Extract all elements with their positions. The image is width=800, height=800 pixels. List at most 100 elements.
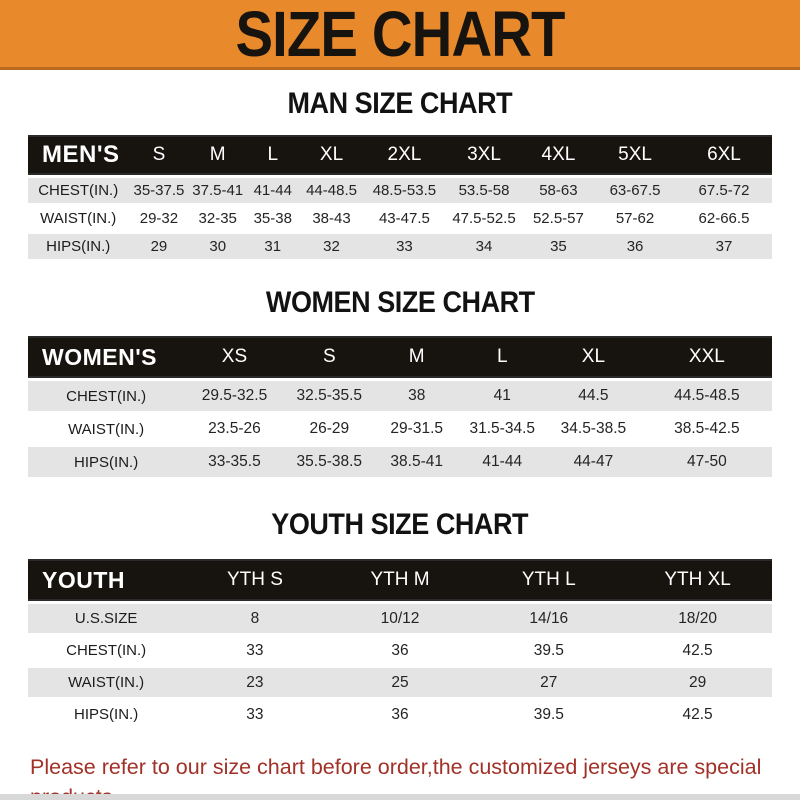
- data-cell: 38.5-42.5: [641, 414, 772, 444]
- data-cell: 14/16: [474, 604, 624, 633]
- womens-section-heading: WOMEN SIZE CHART: [0, 262, 800, 333]
- data-cell: 33: [184, 700, 326, 729]
- mens-group-label: MEN'S: [28, 135, 129, 175]
- data-cell: 41-44: [459, 447, 546, 477]
- mens-size-section: MAN SIZE CHART MEN'S S M L XL 2XL 3XL 4XL 5XL 6XL…: [0, 70, 800, 262]
- data-cell: 57-62: [594, 206, 676, 231]
- data-cell: 58-63: [522, 178, 595, 203]
- row-label: HIPS(IN.): [28, 447, 185, 477]
- table-header-row: YOUTH YTH S YTH M YTH L YTH XL: [28, 559, 772, 601]
- data-cell: 33: [363, 234, 446, 259]
- data-cell: 30: [189, 234, 246, 259]
- mens-section-heading: MAN SIZE CHART: [0, 70, 800, 132]
- mens-section-heading-text: MAN SIZE CHART: [287, 87, 513, 120]
- data-cell: 26-29: [284, 414, 374, 444]
- data-cell: 47-50: [641, 447, 772, 477]
- column-header: 4XL: [522, 135, 595, 175]
- womens-size-table: WOMEN'S XS S M L XL XXL CHEST(IN.) 29.5-32.5 32.5…: [28, 333, 772, 480]
- data-cell: 35: [522, 234, 595, 259]
- column-header: 2XL: [363, 135, 446, 175]
- data-cell: 44-48.5: [299, 178, 364, 203]
- column-header: 3XL: [445, 135, 523, 175]
- data-cell: 34.5-38.5: [545, 414, 642, 444]
- data-cell: 35-38: [245, 206, 300, 231]
- column-header: XXL: [641, 336, 772, 378]
- column-header: 5XL: [594, 135, 676, 175]
- table-row: CHEST(IN.) 35-37.5 37.5-41 41-44 44-48.5 48.5…: [28, 178, 772, 203]
- data-cell: 32.5-35.5: [284, 381, 374, 411]
- data-cell: 41-44: [245, 178, 300, 203]
- column-header: YTH XL: [623, 559, 772, 601]
- table-row: WAIST(IN.) 23 25 27 29: [28, 668, 772, 697]
- data-cell: 31.5-34.5: [459, 414, 546, 444]
- column-header: M: [373, 336, 460, 378]
- banner-title: SIZE CHART: [235, 0, 565, 70]
- data-cell: 48.5-53.5: [363, 178, 446, 203]
- row-label: WAIST(IN.): [28, 206, 129, 231]
- data-cell: 33-35.5: [184, 447, 285, 477]
- column-header: YTH S: [184, 559, 326, 601]
- data-cell: 67.5-72: [675, 178, 772, 203]
- data-cell: 53.5-58: [445, 178, 523, 203]
- data-cell: 23.5-26: [184, 414, 285, 444]
- table-row: CHEST(IN.) 29.5-32.5 32.5-35.5 38 41 44.5 44.5…: [28, 381, 772, 411]
- data-cell: 42.5: [623, 636, 772, 665]
- data-cell: 62-66.5: [675, 206, 772, 231]
- table-row: WAIST(IN.) 23.5-26 26-29 29-31.5 31.5-34.5 34…: [28, 414, 772, 444]
- column-header: L: [245, 135, 300, 175]
- data-cell: 29: [623, 668, 772, 697]
- data-cell: 44-47: [545, 447, 642, 477]
- data-cell: 27: [474, 668, 624, 697]
- row-label: WAIST(IN.): [28, 668, 185, 697]
- data-cell: 34: [445, 234, 523, 259]
- womens-group-label: WOMEN'S: [28, 336, 185, 378]
- data-cell: 52.5-57: [522, 206, 595, 231]
- column-header: YTH L: [474, 559, 624, 601]
- table-header-row: WOMEN'S XS S M L XL XXL: [28, 336, 772, 378]
- data-cell: 36: [325, 700, 475, 729]
- size-chart-banner: SIZE CHART: [0, 0, 800, 70]
- data-cell: 37: [675, 234, 772, 259]
- data-cell: 38: [373, 381, 460, 411]
- data-cell: 44.5-48.5: [641, 381, 772, 411]
- row-label: HIPS(IN.): [28, 700, 185, 729]
- row-label: WAIST(IN.): [28, 414, 185, 444]
- data-cell: 36: [325, 636, 475, 665]
- table-row: WAIST(IN.) 29-32 32-35 35-38 38-43 43-47.5 47.…: [28, 206, 772, 231]
- bottom-edge-strip: [0, 794, 800, 800]
- data-cell: 29: [128, 234, 190, 259]
- column-header: XS: [184, 336, 285, 378]
- data-cell: 23: [184, 668, 326, 697]
- data-cell: 37.5-41: [189, 178, 246, 203]
- data-cell: 18/20: [623, 604, 772, 633]
- table-row: HIPS(IN.) 29 30 31 32 33 34 35 36 37: [28, 234, 772, 259]
- youth-group-label: YOUTH: [28, 559, 185, 601]
- data-cell: 29-31.5: [373, 414, 460, 444]
- data-cell: 29-32: [128, 206, 190, 231]
- data-cell: 38.5-41: [373, 447, 460, 477]
- data-cell: 36: [594, 234, 676, 259]
- youth-section-heading: YOUTH SIZE CHART: [0, 480, 800, 556]
- data-cell: 8: [184, 604, 326, 633]
- data-cell: 32-35: [189, 206, 246, 231]
- data-cell: 63-67.5: [594, 178, 676, 203]
- column-header: 6XL: [675, 135, 772, 175]
- youth-section-heading-text: YOUTH SIZE CHART: [271, 508, 529, 541]
- row-label: HIPS(IN.): [28, 234, 129, 259]
- table-row: U.S.SIZE 8 10/12 14/16 18/20: [28, 604, 772, 633]
- data-cell: 32: [299, 234, 364, 259]
- table-row: HIPS(IN.) 33-35.5 35.5-38.5 38.5-41 41-44 44-…: [28, 447, 772, 477]
- column-header: YTH M: [325, 559, 475, 601]
- data-cell: 25: [325, 668, 475, 697]
- data-cell: 33: [184, 636, 326, 665]
- data-cell: 41: [459, 381, 546, 411]
- data-cell: 38-43: [299, 206, 364, 231]
- youth-size-section: YOUTH SIZE CHART YOUTH YTH S YTH M YTH L YTH…: [0, 480, 800, 732]
- column-header: S: [128, 135, 190, 175]
- data-cell: 29.5-32.5: [184, 381, 285, 411]
- disclaimer-line-1: Please refer to our size chart before or…: [30, 755, 762, 800]
- column-header: XL: [545, 336, 642, 378]
- data-cell: 10/12: [325, 604, 475, 633]
- data-cell: 42.5: [623, 700, 772, 729]
